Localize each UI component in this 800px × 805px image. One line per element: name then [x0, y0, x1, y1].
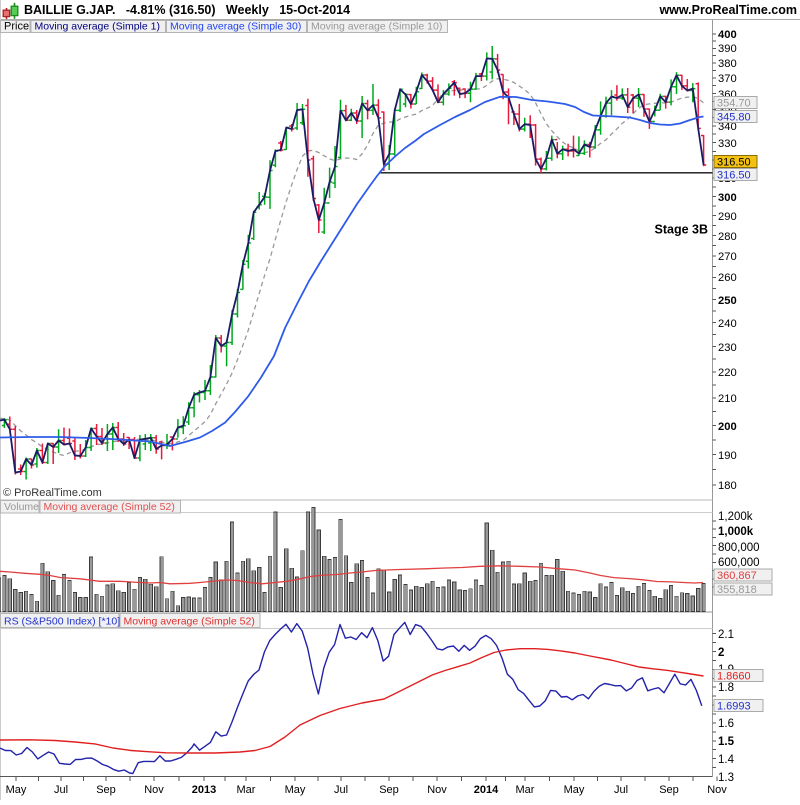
- svg-text:190: 190: [718, 450, 737, 462]
- svg-text:Volume: Volume: [4, 501, 39, 513]
- svg-text:260: 260: [718, 272, 737, 284]
- svg-text:300: 300: [718, 192, 737, 204]
- svg-text:1.4: 1.4: [718, 754, 735, 766]
- svg-text:1.8660: 1.8660: [717, 671, 751, 683]
- svg-text:BAILLIE G.JAP. -4.81% (316.5: BAILLIE G.JAP. -4.81% (316.50) Weekly 15…: [24, 3, 350, 17]
- svg-text:345.80: 345.80: [717, 112, 751, 124]
- svg-text:316.50: 316.50: [717, 157, 751, 169]
- svg-text:200: 200: [718, 421, 737, 433]
- svg-text:800,000: 800,000: [718, 542, 760, 554]
- svg-text:Sep: Sep: [659, 784, 679, 796]
- svg-text:210: 210: [718, 393, 737, 405]
- svg-text:1.6: 1.6: [718, 718, 734, 730]
- svg-text:Moving average (Simple 52): Moving average (Simple 52): [124, 616, 255, 628]
- svg-text:Moving average (Simple 30): Moving average (Simple 30): [170, 21, 301, 33]
- svg-text:Stage 3B: Stage 3B: [655, 223, 709, 237]
- svg-text:Nov: Nov: [427, 784, 447, 796]
- svg-text:1.3: 1.3: [718, 772, 734, 784]
- svg-text:2.1: 2.1: [718, 629, 734, 641]
- svg-text:354.70: 354.70: [717, 98, 751, 110]
- svg-text:400: 400: [718, 29, 737, 41]
- svg-text:Jul: Jul: [334, 784, 348, 796]
- svg-text:220: 220: [718, 367, 737, 379]
- svg-text:Mar: Mar: [237, 784, 256, 796]
- svg-text:600,000: 600,000: [718, 557, 760, 569]
- svg-text:RS (S&P500 Index) [*10]: RS (S&P500 Index) [*10]: [4, 616, 120, 628]
- svg-text:360,867: 360,867: [717, 570, 757, 582]
- svg-text:240: 240: [718, 318, 737, 330]
- svg-text:330: 330: [718, 138, 737, 150]
- svg-text:Moving average (Simple 52): Moving average (Simple 52): [44, 501, 175, 513]
- svg-text:370: 370: [718, 73, 737, 85]
- svg-text:Moving average (Simple 10): Moving average (Simple 10): [311, 21, 442, 33]
- svg-text:250: 250: [718, 295, 737, 307]
- svg-text:2013: 2013: [192, 784, 216, 796]
- svg-text:380: 380: [718, 58, 737, 70]
- svg-text:280: 280: [718, 231, 737, 243]
- svg-text:Nov: Nov: [144, 784, 164, 796]
- svg-text:Jul: Jul: [614, 784, 628, 796]
- svg-text:May: May: [6, 784, 27, 796]
- svg-text:May: May: [285, 784, 306, 796]
- svg-text:Sep: Sep: [379, 784, 399, 796]
- svg-text:316.50: 316.50: [717, 170, 751, 182]
- svg-text:Sep: Sep: [96, 784, 116, 796]
- svg-text:180: 180: [718, 480, 737, 492]
- svg-text:355,818: 355,818: [717, 584, 757, 596]
- svg-text:290: 290: [718, 211, 737, 223]
- svg-text:2: 2: [718, 647, 724, 659]
- svg-text:1.8: 1.8: [718, 682, 734, 694]
- svg-text:Mar: Mar: [516, 784, 535, 796]
- svg-text:www.ProRealTime.com: www.ProRealTime.com: [658, 3, 797, 17]
- svg-text:1.6993: 1.6993: [717, 701, 751, 713]
- svg-text:2014: 2014: [474, 784, 499, 796]
- svg-text:Moving average (Simple 1): Moving average (Simple 1): [35, 21, 160, 33]
- svg-text:270: 270: [718, 251, 737, 263]
- svg-text:Jul: Jul: [54, 784, 68, 796]
- svg-text:Nov: Nov: [707, 784, 727, 796]
- svg-text:1.5: 1.5: [718, 736, 735, 748]
- svg-text:230: 230: [718, 342, 737, 354]
- svg-text:340: 340: [718, 121, 737, 133]
- svg-text:May: May: [564, 784, 585, 796]
- svg-text:1,000k: 1,000k: [718, 526, 754, 538]
- svg-text:1,200k: 1,200k: [718, 511, 753, 523]
- svg-text:Price: Price: [4, 21, 29, 33]
- svg-text:390: 390: [718, 43, 737, 55]
- svg-text:© ProRealTime.com: © ProRealTime.com: [3, 487, 102, 499]
